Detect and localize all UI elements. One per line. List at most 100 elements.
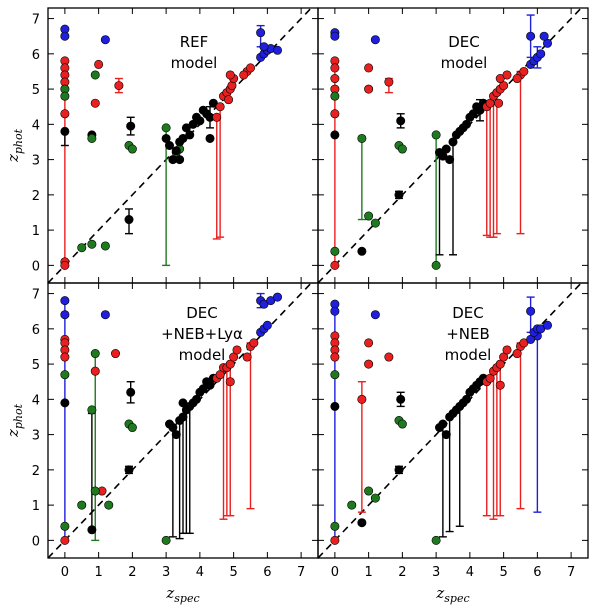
- axis-label-phot: zphot: [4, 403, 25, 438]
- axis-label-z: z: [435, 584, 444, 602]
- panel-1: REF model: [47, 7, 319, 284]
- data-point-green: [77, 243, 87, 253]
- data-point-red: [212, 112, 222, 122]
- data-point-green: [330, 370, 340, 380]
- data-point-blue: [256, 28, 266, 38]
- x-tick-label: 3: [432, 565, 440, 580]
- data-point-green: [357, 133, 367, 143]
- panel-2-plot-area: [318, 8, 583, 283]
- data-point-red: [114, 81, 124, 91]
- y-tick-label: 2: [32, 189, 40, 204]
- data-point-black: [171, 146, 181, 156]
- x-tick-label: 7: [567, 565, 575, 580]
- data-point-green: [90, 486, 100, 496]
- data-point-blue: [330, 31, 340, 41]
- data-point-red: [384, 352, 394, 362]
- data-point-green: [330, 91, 340, 101]
- x-tick-label: 7: [297, 565, 305, 580]
- panel-title-line: model: [441, 54, 488, 72]
- data-point-black: [438, 419, 448, 429]
- data-point-red: [90, 366, 100, 376]
- data-point-green: [87, 133, 97, 143]
- axis-label-z: z: [165, 584, 174, 602]
- data-point-red: [242, 352, 252, 362]
- data-point-red: [330, 63, 340, 73]
- data-point-black: [124, 465, 134, 475]
- data-point-red: [249, 338, 259, 348]
- panel-4-plot-area: [318, 283, 583, 558]
- data-point-blue: [60, 310, 70, 320]
- data-point-red: [330, 352, 340, 362]
- data-point-red: [502, 345, 512, 355]
- data-point-blue: [60, 31, 70, 41]
- data-point-green: [431, 535, 441, 545]
- data-point-green: [87, 239, 97, 249]
- data-point-black: [396, 116, 406, 126]
- data-point-black: [175, 155, 185, 165]
- y-tick-label: 4: [32, 118, 40, 133]
- data-point-green: [397, 419, 407, 429]
- data-point-red: [512, 74, 522, 84]
- data-point-black: [171, 430, 181, 440]
- y-tick-label: 1: [32, 224, 40, 239]
- axis-label-z: z: [4, 154, 22, 163]
- x-tick-label: 1: [94, 565, 102, 580]
- data-point-blue: [542, 320, 552, 330]
- data-point-black: [178, 398, 188, 408]
- data-point-red: [94, 59, 104, 69]
- data-point-black: [205, 133, 215, 143]
- data-point-red: [495, 380, 505, 390]
- data-point-green: [431, 130, 441, 140]
- x-tick-label: 2: [128, 565, 136, 580]
- data-point-black: [126, 121, 136, 131]
- data-point-black: [60, 398, 70, 408]
- data-point-blue: [536, 49, 546, 59]
- data-point-blue: [272, 292, 282, 302]
- data-point-red: [330, 74, 340, 84]
- axis-label-sub: phot: [12, 403, 25, 429]
- data-point-red: [246, 63, 256, 73]
- data-point-red: [384, 77, 394, 87]
- data-point-blue: [60, 296, 70, 306]
- panel-title-line: REF: [180, 33, 209, 51]
- data-point-black: [330, 401, 340, 411]
- data-point-green: [431, 260, 441, 270]
- y-tick-label: 3: [32, 429, 40, 444]
- panel-2: DEC model: [317, 7, 589, 284]
- panel-title-line: +NEB+Lyα: [161, 325, 243, 343]
- panel-title-line: +NEB: [446, 325, 490, 343]
- x-tick-label: 4: [466, 565, 474, 580]
- panel-frame: [317, 282, 589, 559]
- data-point-black: [441, 144, 451, 154]
- data-point-black: [185, 130, 195, 140]
- data-point-red: [512, 349, 522, 359]
- data-point-green: [100, 241, 110, 251]
- panel-title-line: DEC: [452, 304, 484, 322]
- data-point-green: [87, 405, 97, 415]
- data-point-green: [127, 144, 137, 154]
- panel-1-plot-area: [48, 8, 313, 283]
- data-point-red: [330, 535, 340, 545]
- data-point-green: [330, 246, 340, 256]
- data-point-black: [60, 126, 70, 136]
- data-point-green: [90, 70, 100, 80]
- axis-label-spec: zspec: [435, 584, 469, 605]
- data-point-black: [124, 215, 134, 225]
- data-point-red: [364, 63, 374, 73]
- y-tick-label: 4: [32, 393, 40, 408]
- x-tick-label: 0: [331, 565, 339, 580]
- y-tick-label: 0: [32, 534, 40, 549]
- data-point-blue: [100, 310, 110, 320]
- data-point-black: [126, 387, 136, 397]
- data-point-black: [441, 430, 451, 440]
- data-point-red: [232, 345, 242, 355]
- data-point-blue: [539, 31, 549, 41]
- data-point-black: [445, 155, 455, 165]
- data-point-red: [225, 70, 235, 80]
- data-point-black: [396, 394, 406, 404]
- data-point-red: [60, 352, 70, 362]
- panel-3-plot-area: [48, 283, 313, 558]
- axis-label-sub: phot: [12, 128, 25, 154]
- y-tick-label: 2: [32, 464, 40, 479]
